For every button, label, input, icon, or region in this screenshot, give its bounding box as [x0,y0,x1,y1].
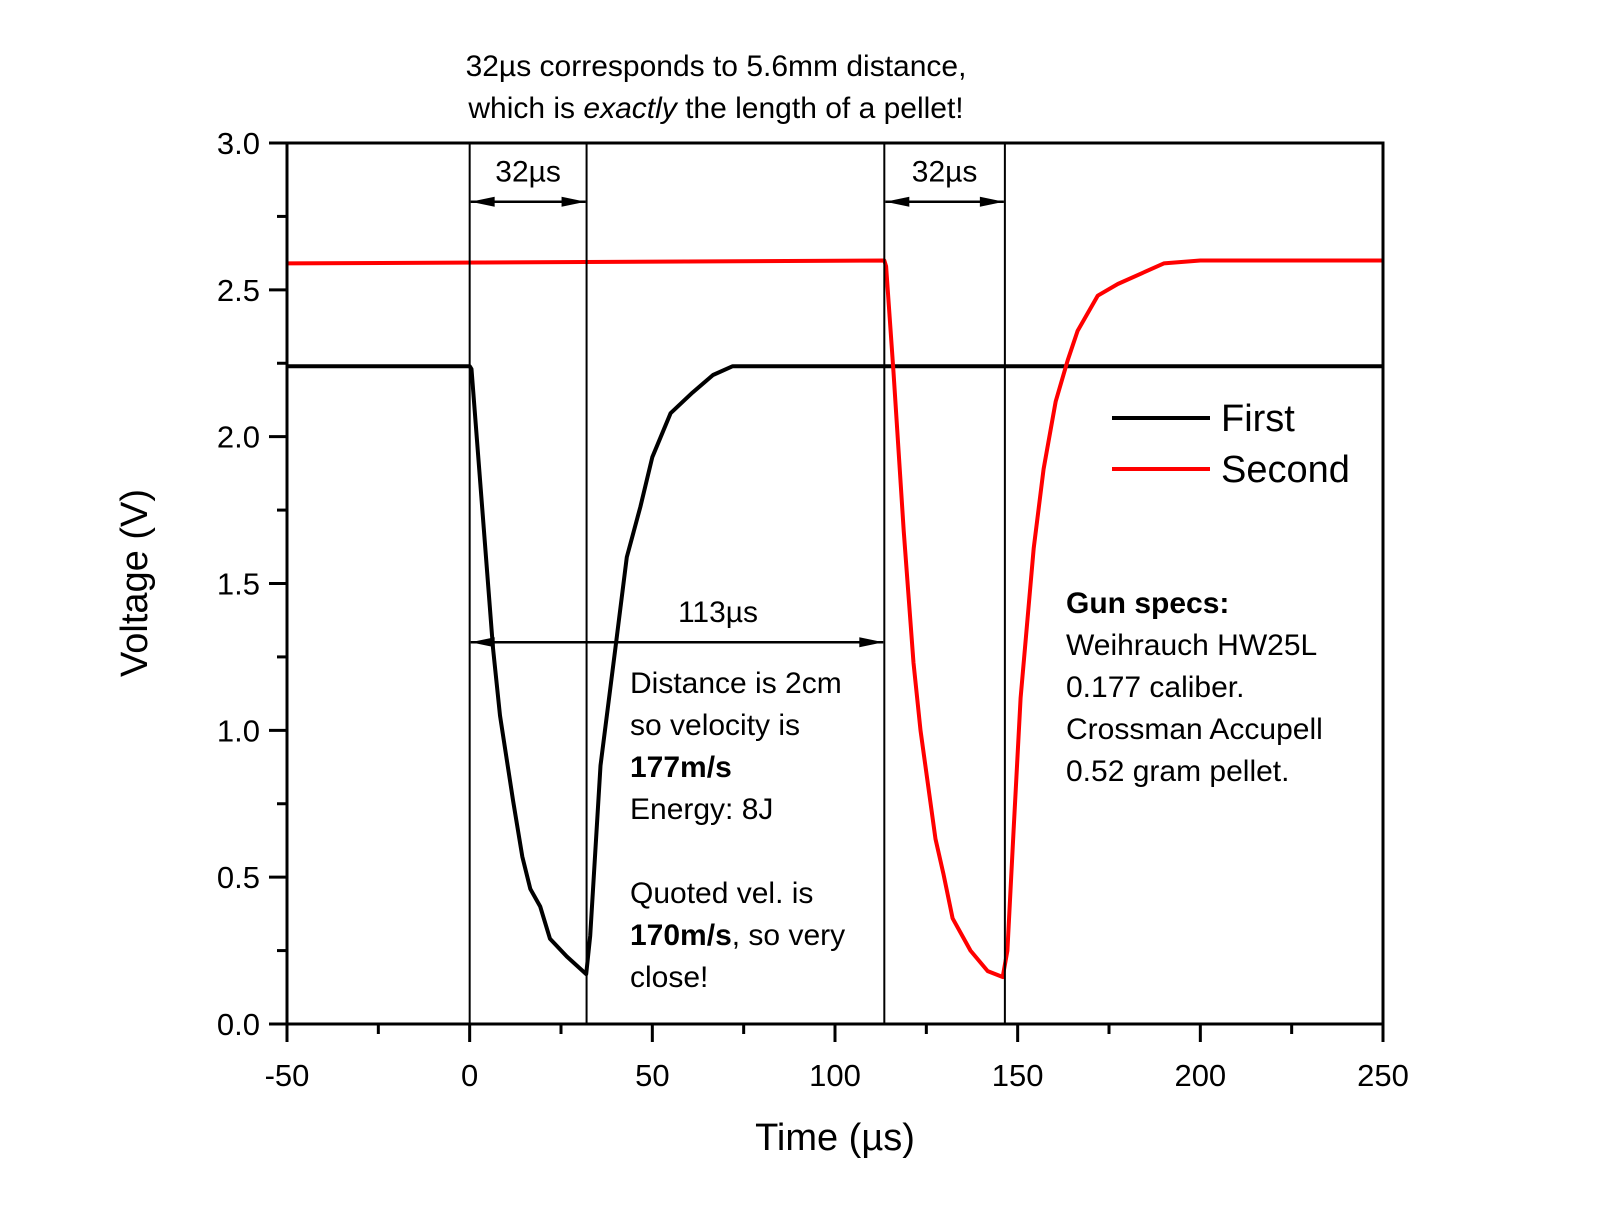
legend-label-first: First [1221,398,1295,440]
x-axis-title: Time (µs) [755,1117,915,1159]
legend-label-second: Second [1221,449,1350,491]
quote-line3: close! [630,961,708,994]
y-axis-title: Voltage (V) [114,489,156,677]
span-arrows [470,196,1004,648]
calc-line2: so velocity is [630,709,800,742]
legend: First Second [1112,398,1350,491]
calc-line3: 177m/s [630,751,732,784]
quote-velocity: 170m/s [630,919,732,952]
y-tick-label: 1.0 [217,713,260,748]
calc-line1: Distance is 2cm [630,667,842,700]
plot-frame [285,141,1385,1026]
quote-line1: Quoted vel. is [630,877,813,910]
top-annotation-pre: which is [467,92,583,125]
x-tick-label: 250 [1357,1058,1409,1093]
span3-arrowhead-left [470,637,495,648]
top-annotation-emphasis: exactly [583,92,678,125]
gun-specs: Gun specs: Weihrauch HW25L 0.177 caliber… [1066,587,1323,788]
specs-line4: 0.52 gram pellet. [1066,755,1289,788]
top-annotation-line1: 32µs corresponds to 5.6mm distance, [466,50,967,83]
quote-rest: , so very [732,919,845,952]
velocity-calculation: Distance is 2cm so velocity is 177m/s En… [630,667,845,994]
span2-label: 32µs [912,156,978,189]
x-tick-label: -50 [265,1058,310,1093]
x-tick-label: 100 [809,1058,861,1093]
calc-line4: Energy: 8J [630,793,773,826]
span1-arrowhead-left [470,196,495,207]
top-annotation-line2: which is exactly the length of a pellet! [467,92,963,125]
span3-arrowhead-right [859,637,884,648]
y-tick-label: 3.0 [217,126,260,161]
x-tick-label: 0 [461,1058,478,1093]
y-tick-label: 2.5 [217,273,260,308]
specs-line1: Weihrauch HW25L [1066,629,1317,662]
top-annotation-post: the length of a pellet! [677,92,964,125]
x-tick-label: 150 [992,1058,1044,1093]
specs-line2: 0.177 caliber. [1066,671,1244,704]
x-tick-label: 200 [1174,1058,1226,1093]
specs-title: Gun specs: [1066,587,1229,620]
series-line-second [286,258,1383,979]
specs-line3: Crossman Accupell [1066,713,1323,746]
quote-line2: 170m/s, so very [630,919,845,952]
axes: -50 0 50 100 150 200 250 0.0 0.5 1.0 1.5 2.0 2.5 3.0 [217,126,1409,1093]
span1-label: 32µs [495,156,561,189]
span1-arrowhead-right [561,196,586,207]
marker-lines [468,143,1006,1024]
y-tick-label: 0.0 [217,1007,260,1042]
x-tick-label: 50 [635,1058,669,1093]
y-tick-label: 1.5 [217,567,260,602]
y-tick-label: 0.5 [217,860,260,895]
span2-arrowhead-left [885,196,910,207]
span2-arrowhead-right [979,196,1004,207]
y-tick-label: 2.0 [217,420,260,455]
span3-label: 113µs [678,596,758,629]
